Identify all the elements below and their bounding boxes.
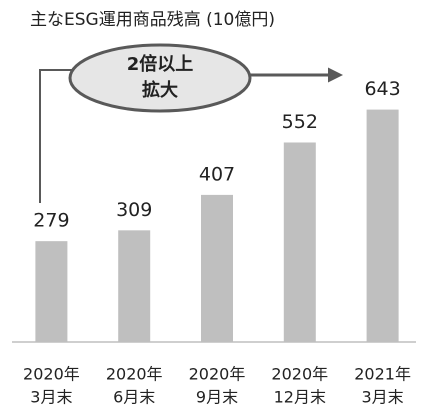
value-label: 407 (199, 163, 235, 185)
connector (39, 69, 72, 203)
x-tick-label: 3月末 (362, 388, 404, 407)
value-label: 279 (33, 210, 69, 232)
x-tick-label: 3月末 (30, 388, 72, 407)
bar (283, 142, 316, 342)
annotation-bubble (68, 43, 252, 113)
x-tick-label: 2020年 (23, 365, 80, 384)
x-tick-label: 2020年 (271, 365, 328, 384)
annotation: 2倍以上 (127, 53, 194, 75)
bar (366, 109, 399, 342)
x-tick-label: 2020年 (106, 365, 163, 384)
bar (35, 241, 68, 342)
x-tick-label: 12月末 (274, 388, 326, 407)
x-tick-label: 2021年 (354, 365, 411, 384)
x-tick-label: 9月末 (196, 388, 238, 407)
value-label: 552 (282, 111, 318, 133)
bar (201, 194, 233, 342)
x-tick-label: 6月末 (113, 388, 155, 407)
value-label: 643 (364, 78, 400, 100)
x-tick-label: 2020年 (189, 365, 246, 384)
annotation: 拡大 (142, 79, 178, 101)
chart-title: 主なESG運用商品残高 (10億円) (30, 10, 275, 30)
value-label: 309 (116, 199, 152, 221)
bar (118, 230, 151, 342)
